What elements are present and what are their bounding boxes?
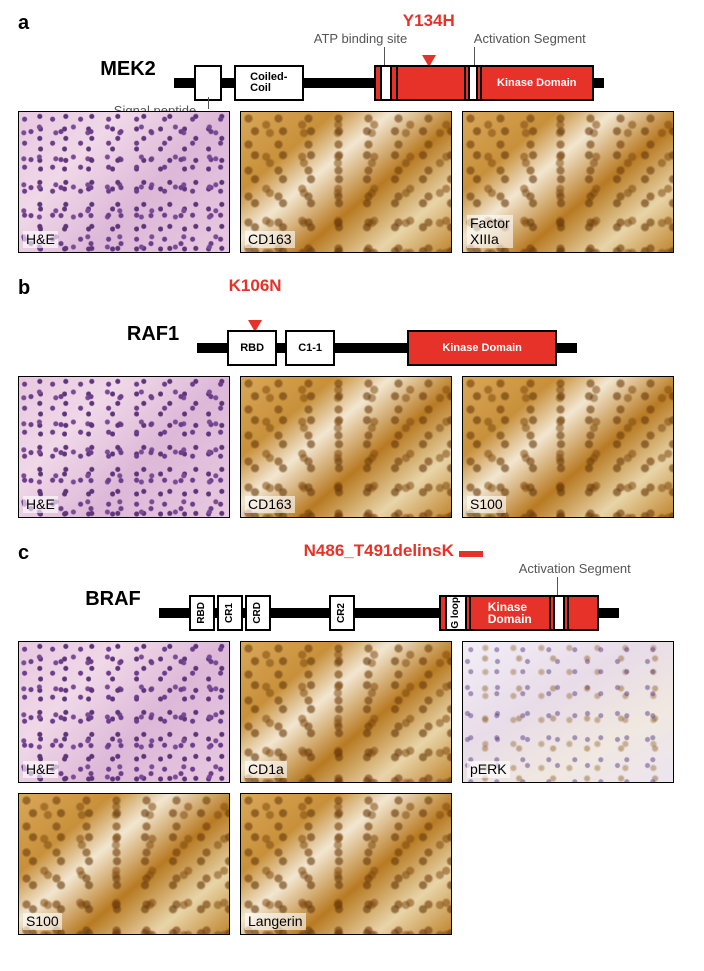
histology-image: H&E (18, 111, 230, 253)
histology-label: H&E (23, 761, 58, 778)
annot-line (557, 577, 559, 595)
histology-label: S100 (23, 913, 62, 930)
domain-label: CR2 (336, 603, 347, 623)
gene-label: MEK2 (100, 58, 156, 81)
domain-kinase-label: Kinase Domain (480, 65, 594, 101)
histology-image: Factor XIIIa (462, 111, 674, 253)
histology-label: Factor XIIIa (467, 215, 513, 248)
domain-rbd: RBD (227, 330, 277, 366)
histology-image: S100 (18, 793, 230, 935)
domain-c1: C1-1 (285, 330, 335, 366)
histology-image: CD163 (240, 111, 452, 253)
domain-label: G loop (450, 597, 461, 629)
domain-crd: CRD (245, 595, 271, 631)
diagram-wrap: ATP binding site Activation Segment Y134… (174, 37, 604, 101)
panel-letter: b (18, 277, 686, 300)
mutation-label: K106N (229, 276, 282, 296)
image-grid-c: H&E CD1a pERK S100 Langerin (18, 641, 686, 935)
histology-image: Langerin (240, 793, 452, 935)
mutation-label: Y134H (403, 11, 455, 31)
histology-label: CD1a (245, 761, 287, 778)
annot-line (474, 47, 476, 65)
domain-label: CRD (252, 602, 263, 624)
diagram-row-b: RAF1 K106N RBD C1-1 Kinase Domain (18, 302, 686, 366)
domain-label: C1-1 (298, 342, 322, 354)
domain-activation-seg (553, 595, 565, 631)
histology-label: H&E (23, 231, 58, 248)
histology-image: S100 (462, 376, 674, 518)
domain-rbd: RBD (189, 595, 215, 631)
histology-image: H&E (18, 641, 230, 783)
diagram-wrap: K106N RBD C1-1 Kinase Domain (197, 302, 577, 366)
domain-label: RBD (196, 602, 207, 624)
panel-b: b RAF1 K106N RBD C1-1 Kinase Domain H&E … (18, 277, 686, 518)
histology-image: pERK (462, 641, 674, 783)
domain-cr1: CR1 (217, 595, 243, 631)
mutation-bar (459, 551, 483, 557)
annot-activation: Activation Segment (474, 31, 586, 46)
gene-label: BRAF (85, 588, 141, 611)
gene-label: RAF1 (127, 323, 179, 346)
histology-image: CD163 (240, 376, 452, 518)
diagram-wrap: Activation Segment N486_T491delinsK RBD … (159, 567, 619, 631)
histology-label: CD163 (245, 496, 295, 513)
histology-label: H&E (23, 496, 58, 513)
panel-c: c BRAF Activation Segment N486_T491delin… (18, 542, 686, 935)
histology-image: CD1a (240, 641, 452, 783)
diagram-row-a: MEK2 ATP binding site Activation Segment… (18, 37, 686, 101)
domain-activation-seg (468, 65, 478, 101)
domain-kinase: Kinase Domain (469, 595, 551, 631)
domain-coiled-coil: Coiled- Coil (234, 65, 304, 101)
domain-cr2: CR2 (329, 595, 355, 631)
domain-label: Kinase Domain (488, 601, 532, 625)
domain-label: RBD (240, 342, 264, 354)
histology-label: pERK (467, 761, 510, 778)
domain-kinase: Kinase Domain (407, 330, 557, 366)
domain-label: Coiled- Coil (250, 72, 287, 94)
annot-line (208, 97, 210, 109)
protein-diagram: RBD CR1 CRD CR2 G loop Kinase Domain (159, 595, 619, 631)
histology-label: S100 (467, 496, 506, 513)
domain-kinase-tail (567, 595, 599, 631)
protein-diagram: Coiled- Coil Kinase Domain (174, 65, 604, 101)
annot-atp: ATP binding site (314, 31, 407, 46)
annot-line (384, 47, 386, 65)
image-grid-b: H&E CD163 S100 (18, 376, 686, 518)
protein-diagram: RBD C1-1 Kinase Domain (197, 330, 577, 366)
panel-a: a MEK2 ATP binding site Activation Segme… (18, 12, 686, 253)
domain-label: Kinase Domain (497, 77, 576, 89)
histology-label: Langerin (245, 913, 306, 930)
histology-label: CD163 (245, 231, 295, 248)
domain-signal-peptide (194, 65, 222, 101)
diagram-row-c: BRAF Activation Segment N486_T491delinsK… (18, 567, 686, 631)
mutation-label: N486_T491delinsK (304, 541, 454, 561)
domain-kinase (396, 65, 466, 101)
domain-gloop: G loop (445, 595, 467, 631)
domain-atp-site (380, 65, 392, 101)
domain-label: CR1 (224, 603, 235, 623)
image-grid-a: H&E CD163 Factor XIIIa (18, 111, 686, 253)
histology-image: H&E (18, 376, 230, 518)
annot-activation: Activation Segment (519, 561, 631, 576)
domain-label: Kinase Domain (442, 342, 521, 354)
